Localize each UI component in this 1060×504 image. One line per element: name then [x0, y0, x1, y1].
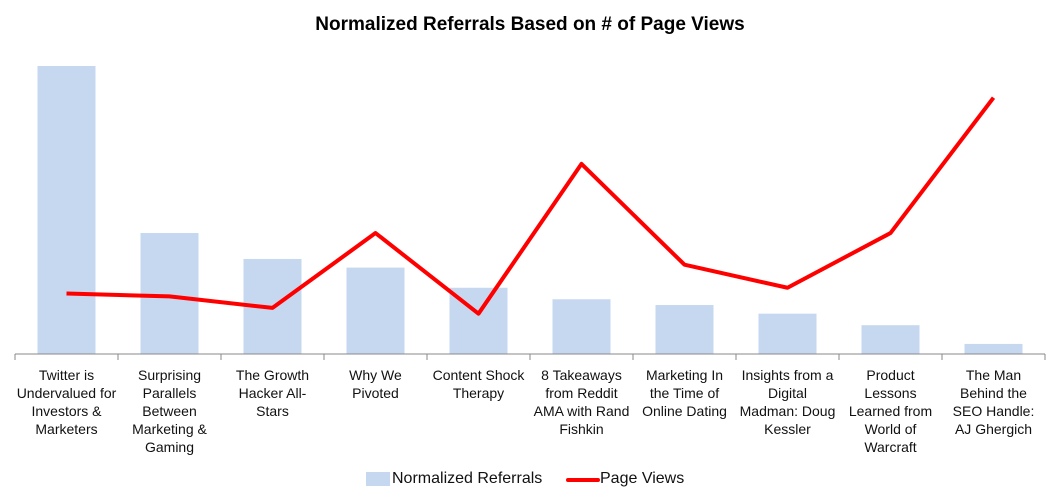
legend-label: Normalized Referrals	[392, 470, 543, 487]
x-tick-label: Content Shock Therapy	[432, 367, 525, 401]
x-tick-label: Marketing In the Time of Online Dating	[642, 367, 727, 419]
bar	[655, 305, 714, 354]
bar	[861, 325, 920, 354]
bar	[37, 66, 96, 354]
legend-swatch	[366, 472, 390, 486]
x-tick-label: The Growth Hacker All-Stars	[235, 367, 310, 419]
legend-label: Page Views	[600, 470, 685, 487]
bar	[758, 313, 817, 354]
chart-title: Normalized Referrals Based on # of Page …	[315, 14, 745, 35]
line	[66, 96, 996, 316]
bar	[346, 267, 405, 354]
bar	[552, 299, 611, 354]
x-tick-label: The Man Behind the SEO Handle: AJ Ghergi…	[952, 367, 1035, 437]
x-tick-label: 8 Takeaways from Reddit AMA with Rand Fi…	[533, 367, 630, 437]
bar	[140, 233, 199, 354]
bar	[964, 343, 1023, 354]
x-tick-label: Twitter is Undervalued for Investors & M…	[16, 367, 117, 437]
x-tick-label: Surprising Parallels Between Marketing &…	[132, 367, 207, 455]
x-tick-label: Why We Pivoted	[349, 367, 402, 401]
x-tick-label: Product Lessons Learned from World of Wa…	[848, 367, 933, 455]
x-tick-label: Insights from a Digital Madman: Doug Kes…	[739, 367, 836, 437]
